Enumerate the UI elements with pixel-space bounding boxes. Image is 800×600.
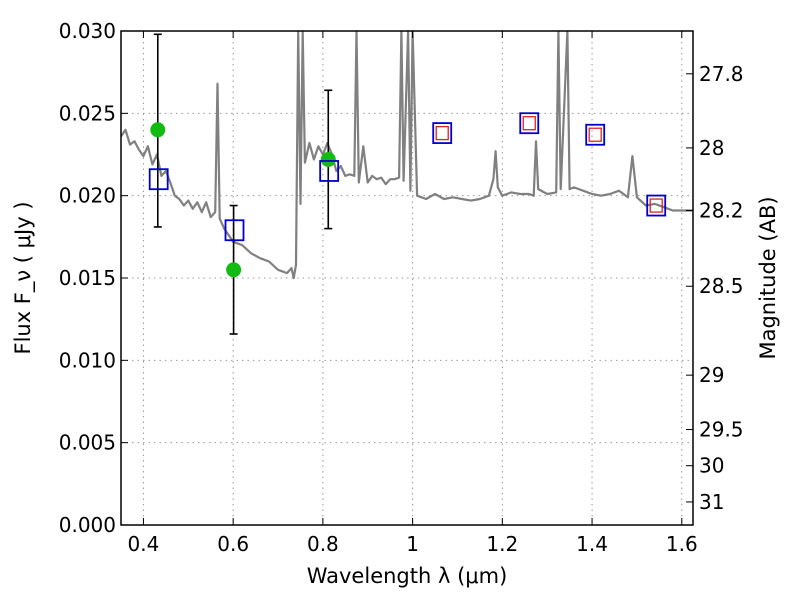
x-axis-title: Wavelength λ (μm) xyxy=(307,564,508,588)
nir-flux-marker xyxy=(649,198,663,213)
nir-flux-marker xyxy=(522,116,536,131)
synthetic-flux-marker xyxy=(224,219,245,242)
y-tick-label: 0.010 xyxy=(59,348,116,372)
nir-flux-marker xyxy=(588,127,602,142)
y-tick-label: 0.000 xyxy=(59,513,116,537)
photometry-markers xyxy=(148,33,667,335)
y-tick-label: 0.005 xyxy=(59,431,116,455)
x-tick-label: 1 xyxy=(406,532,419,556)
synthetic-flux-marker xyxy=(585,123,606,146)
magnitude-tick-label: 29 xyxy=(699,363,724,387)
x-tick-label: 1.2 xyxy=(486,532,518,556)
y-tick-label: 0.030 xyxy=(59,19,116,43)
synthetic-flux-marker xyxy=(432,122,453,144)
y-tick-label: 0.025 xyxy=(59,101,116,125)
y-axis-title-right: Magnitude (AB) xyxy=(756,196,780,359)
x-tick-label: 0.6 xyxy=(217,532,249,556)
axis-ticks xyxy=(121,30,693,526)
synthetic-flux-marker xyxy=(646,194,667,217)
nir-flux-marker xyxy=(435,125,449,141)
magnitude-tick-label: 28.5 xyxy=(699,274,744,298)
model-spectrum-line xyxy=(121,31,693,280)
y-tick-label: 0.015 xyxy=(59,266,116,290)
magnitude-tick-label: 31 xyxy=(699,490,724,514)
y-axis-title-left: Flux F_ν ( μJy ) xyxy=(11,201,36,354)
x-tick-label: 1.6 xyxy=(666,532,698,556)
tick-labels: 0.4 0.6 0.8 1 1.2 1.4 1.6 0.000 0.005 0.010 0.015 0… xyxy=(59,19,744,556)
magnitude-tick-label: 28.2 xyxy=(699,198,744,222)
synthetic-flux-marker xyxy=(148,168,169,191)
photometry-point xyxy=(150,122,166,138)
x-tick-label: 1.4 xyxy=(576,532,608,556)
y-tick-label: 0.020 xyxy=(59,184,116,208)
magnitude-tick-label: 28 xyxy=(699,136,724,160)
photometry-point xyxy=(226,262,242,278)
magnitude-tick-label: 30 xyxy=(699,454,724,478)
synthetic-flux-marker xyxy=(519,112,540,135)
magnitude-tick-label: 29.5 xyxy=(699,417,744,441)
synthetic-flux-marker xyxy=(319,160,340,182)
x-tick-label: 0.4 xyxy=(128,532,160,556)
x-tick-label: 0.8 xyxy=(307,532,339,556)
model-spectrum xyxy=(121,31,693,280)
magnitude-tick-label: 27.8 xyxy=(699,62,744,86)
photometry-point xyxy=(320,151,336,167)
